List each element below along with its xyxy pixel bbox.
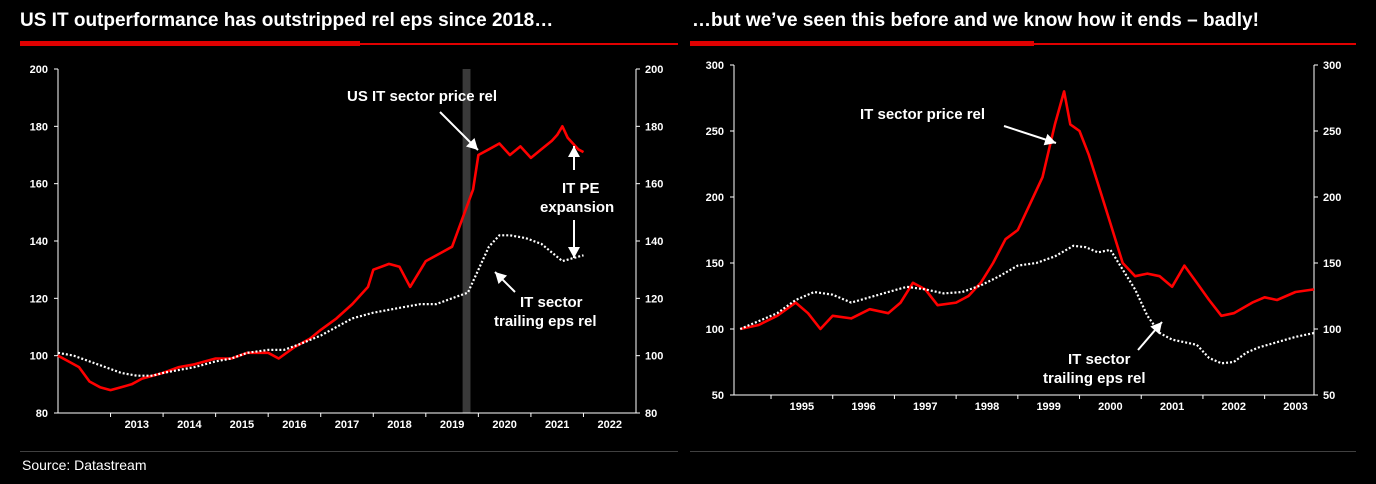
x-tick-label: 1996 — [851, 401, 875, 413]
x-tick-label: 1998 — [975, 401, 999, 413]
y-tick-label-left: 250 — [706, 126, 724, 138]
x-tick-label: 2018 — [387, 419, 411, 431]
x-tick-label: 2019 — [440, 419, 464, 431]
y-tick-label-left: 200 — [30, 64, 48, 76]
y-tick-label-left: 120 — [30, 293, 48, 305]
annotation-arrow-head — [465, 137, 478, 150]
bottom-divider-left — [20, 451, 678, 452]
label-it-sector-left: IT sector — [520, 294, 583, 311]
y-tick-label-left: 300 — [706, 60, 724, 72]
series-eps-rel-line — [739, 244, 1315, 365]
annotation-arrow-head — [568, 146, 580, 157]
x-tick-label: 2000 — [1098, 401, 1122, 413]
label-us-it-price-rel: US IT sector price rel — [347, 88, 498, 105]
label-expansion: expansion — [540, 199, 615, 216]
y-tick-label-left: 50 — [712, 390, 724, 402]
y-tick-label-left: 140 — [30, 236, 48, 248]
label-trailing-eps-left: trailing eps rel — [494, 313, 597, 330]
label-it-price-rel-right: IT sector price rel — [860, 106, 986, 123]
y-tick-label-right: 300 — [1323, 60, 1341, 72]
y-tick-label-right: 140 — [645, 236, 663, 248]
x-tick-label: 2001 — [1160, 401, 1184, 413]
left-title-accent — [20, 41, 360, 46]
y-tick-label-right: 200 — [1323, 192, 1341, 204]
x-tick-label: 1995 — [790, 401, 814, 413]
x-tick-label: 1999 — [1036, 401, 1060, 413]
annotation-arrow-head — [1150, 322, 1162, 335]
x-tick-label: 2002 — [1222, 401, 1246, 413]
annotation-arrow-head — [568, 247, 580, 258]
right-title-accent — [690, 41, 1034, 46]
y-tick-label-right: 150 — [1323, 258, 1341, 270]
shaded-band — [462, 69, 471, 413]
right-chart-title: …but we’ve seen this before and we know … — [692, 10, 1259, 31]
y-tick-label-right: 100 — [1323, 324, 1341, 336]
x-tick-label: 2020 — [492, 419, 516, 431]
annotation-arrow-head — [1043, 133, 1056, 146]
source-note: Source: Datastream — [22, 457, 147, 473]
x-tick-label: 2017 — [335, 419, 359, 431]
x-tick-label: 2014 — [177, 419, 202, 431]
bottom-divider-right — [690, 451, 1356, 452]
label-trailing-eps-right: trailing eps rel — [1043, 370, 1146, 387]
y-tick-label-left: 160 — [30, 179, 48, 191]
y-tick-label-right: 160 — [645, 179, 663, 191]
x-tick-label: 2015 — [230, 419, 254, 431]
x-tick-label: 2016 — [282, 419, 306, 431]
y-tick-label-right: 50 — [1323, 390, 1335, 402]
left-chart-title: US IT outperformance has outstripped rel… — [20, 10, 554, 31]
y-tick-label-left: 180 — [30, 121, 48, 133]
y-tick-label-right: 100 — [645, 351, 663, 363]
label-it-pe: IT PE — [562, 180, 600, 197]
x-tick-label: 1997 — [913, 401, 937, 413]
annotation-arrow-head — [495, 272, 508, 285]
x-tick-label: 2022 — [597, 419, 621, 431]
x-tick-label: 2003 — [1283, 401, 1307, 413]
y-tick-label-right: 200 — [645, 64, 663, 76]
y-tick-label-right: 120 — [645, 293, 663, 305]
y-tick-label-right: 80 — [645, 408, 657, 420]
label-it-sector-right: IT sector — [1068, 351, 1131, 368]
y-tick-label-left: 150 — [706, 258, 724, 270]
y-tick-label-left: 80 — [36, 408, 48, 420]
series-price-rel-line — [739, 90, 1315, 331]
y-tick-label-right: 180 — [645, 121, 663, 133]
series-price-rel-line — [57, 125, 585, 392]
x-tick-label: 2013 — [125, 419, 149, 431]
y-tick-label-left: 200 — [706, 192, 724, 204]
x-tick-label: 2021 — [545, 419, 569, 431]
y-tick-label-left: 100 — [30, 351, 48, 363]
y-tick-label-right: 250 — [1323, 126, 1341, 138]
y-tick-label-left: 100 — [706, 324, 724, 336]
